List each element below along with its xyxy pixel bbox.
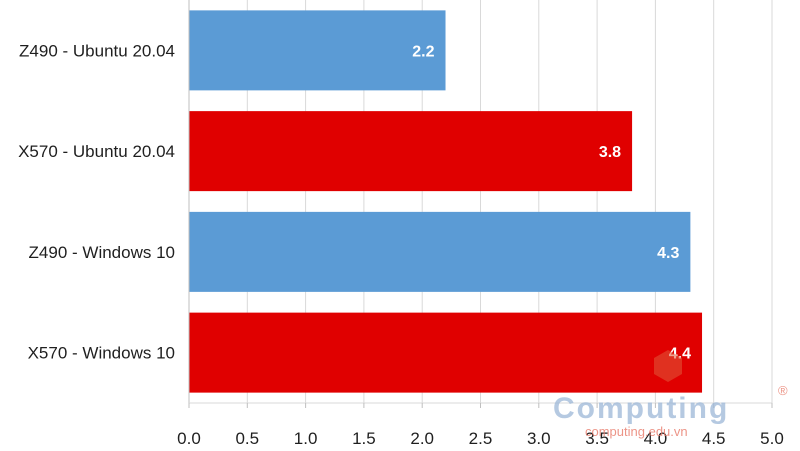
watermark-cube-icon <box>654 350 682 382</box>
x-axis: 0.0 0.5 1.0 1.5 2.0 2.5 3.0 3.5 4.0 4.5 5.0 <box>177 402 784 448</box>
category-label: Z490 - Ubuntu 20.04 <box>19 41 175 60</box>
x-tick-label: 5.0 <box>760 429 784 448</box>
bar <box>189 211 691 292</box>
x-tick-label: 4.0 <box>644 429 668 448</box>
category-label: X570 - Windows 10 <box>28 344 175 363</box>
watermark: Computing computing.edu.vn ® <box>553 350 788 439</box>
watermark-text: Computing <box>553 392 729 425</box>
data-label: 3.8 <box>599 144 621 161</box>
x-tick-label: 1.5 <box>352 429 376 448</box>
bars <box>189 10 703 393</box>
x-tick-label: 2.5 <box>469 429 493 448</box>
bar <box>189 312 703 393</box>
x-tick-label: 3.5 <box>585 429 609 448</box>
x-tick-label: 2.0 <box>410 429 434 448</box>
x-tick-label: 1.0 <box>294 429 318 448</box>
data-label: 4.3 <box>657 245 679 262</box>
category-labels: Z490 - Ubuntu 20.04 X570 - Ubuntu 20.04 Z4… <box>18 41 175 362</box>
watermark-registered-mark: ® <box>778 383 788 398</box>
bar <box>189 10 446 91</box>
x-tick-label: 4.5 <box>702 429 726 448</box>
category-label: X570 - Ubuntu 20.04 <box>18 142 175 161</box>
category-label: Z490 - Windows 10 <box>29 243 175 262</box>
x-tick-label: 0.5 <box>235 429 259 448</box>
data-label: 2.2 <box>412 43 434 60</box>
x-tick-label: 3.0 <box>527 429 551 448</box>
bar <box>189 111 633 192</box>
watermark-subtext: computing.edu.vn <box>585 424 688 439</box>
x-tick-label: 0.0 <box>177 429 201 448</box>
